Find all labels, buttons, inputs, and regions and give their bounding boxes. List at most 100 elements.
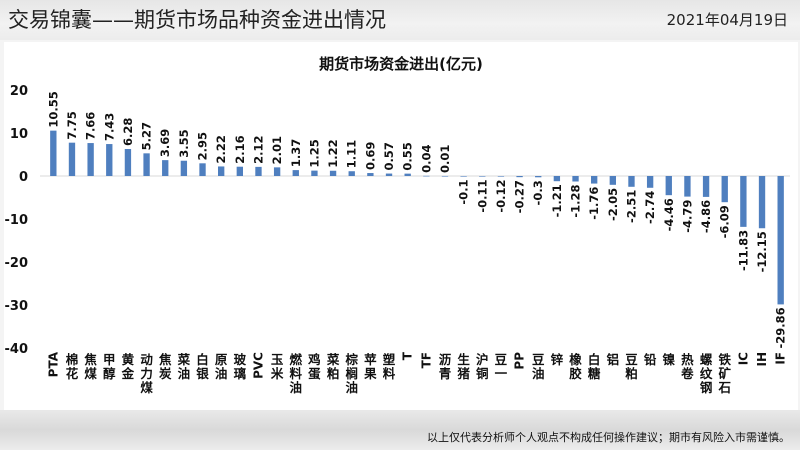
footer-banner: 以上仅代表分析师个人观点不构成任何操作建议；期市有风险入市需谨慎。 [0, 410, 800, 450]
category-char: 沪 [476, 352, 489, 367]
bar [367, 173, 374, 176]
category-char: 棕 [344, 352, 358, 367]
category-char: 镍 [663, 352, 676, 367]
category-label: 黄金 [121, 352, 135, 381]
bar [684, 176, 691, 197]
bar [162, 160, 169, 176]
category-char: 料 [290, 366, 303, 381]
value-label: -4.79 [680, 200, 694, 233]
category-label: 豆油 [532, 352, 545, 381]
category-char: 胶 [569, 366, 582, 381]
category-char: 热 [681, 352, 694, 367]
category-label: PVC [251, 352, 265, 379]
value-label: 3.69 [158, 129, 172, 157]
category-char: 石 [717, 380, 731, 395]
category-label: 沪铜 [476, 352, 489, 381]
category-char: 铝 [607, 352, 620, 367]
category-char: 原 [215, 352, 228, 367]
category-char: 螺 [700, 352, 713, 367]
category-char: 菜 [177, 352, 191, 367]
category-char: 料 [383, 366, 396, 381]
category-label: IC [736, 352, 750, 365]
value-label: -11.83 [736, 230, 750, 271]
bar [311, 170, 318, 176]
category-char: 白 [588, 352, 601, 367]
category-label: 白银 [196, 352, 209, 381]
bar [329, 170, 337, 176]
value-label: 0.04 [419, 144, 433, 172]
category-label: T [401, 351, 415, 360]
value-label: 10.55 [46, 91, 60, 127]
bar [404, 173, 411, 176]
value-label: -1.21 [550, 184, 564, 217]
category-char: 力 [140, 366, 153, 381]
category-char: 锌 [551, 352, 564, 367]
y-tick-label: -40 [5, 342, 29, 357]
y-tick-label: 10 [10, 127, 28, 142]
bar-chart: 期货市场资金进出(亿元) 20 10 0 -10 -20 -30 -40 10.55 7.75… [5, 55, 790, 395]
category-label: 鸡蛋 [307, 352, 321, 381]
y-tick-label: 20 [10, 84, 28, 99]
value-label: -0.3 [531, 180, 545, 205]
category-label: 棕榈油 [344, 352, 358, 395]
value-label: 2.95 [196, 132, 210, 160]
value-label: 5.27 [140, 122, 154, 150]
category-char: 煤 [140, 380, 153, 395]
category-char: 棉 [66, 352, 79, 367]
category-label: 玻璃 [234, 352, 247, 381]
value-label: -2.74 [643, 191, 657, 224]
chart-panel: 期货市场资金进出(亿元) 20 10 0 -10 -20 -30 -40 10.55 7.75… [4, 42, 798, 410]
bar [273, 167, 281, 176]
value-label: -1.76 [587, 187, 601, 220]
category-label: 动力煤 [140, 352, 153, 395]
category-char: 油 [290, 380, 303, 395]
bar [777, 176, 784, 305]
category-label: IH [755, 352, 769, 367]
category-label: 沥青 [439, 352, 452, 381]
value-label: 2.22 [214, 135, 228, 163]
category-char: 卷 [680, 366, 694, 381]
bar [628, 176, 635, 187]
category-label: TF [419, 352, 433, 368]
category-char: 动 [140, 352, 153, 367]
category-char: 燃 [290, 352, 303, 367]
chart-title: 期货市场资金进出(亿元) [319, 55, 483, 73]
bar [553, 176, 561, 182]
category-char: 豆 [625, 352, 638, 367]
bar [236, 166, 243, 176]
category-char: 甲 [103, 352, 116, 367]
category-char: 玻 [234, 352, 247, 367]
category-char: 银 [196, 366, 209, 381]
value-label: 2.16 [233, 135, 247, 163]
category-char: 铜 [476, 366, 489, 381]
category-char: 油 [532, 366, 545, 381]
value-label: 1.22 [326, 139, 340, 167]
value-label: -4.86 [699, 200, 713, 233]
value-label: 7.43 [102, 113, 116, 141]
value-label: -0.11 [475, 179, 489, 212]
category-char: 沥 [439, 352, 452, 367]
category-char: 果 [363, 366, 377, 381]
category-label: 苹果 [363, 352, 377, 381]
category-char: 豆 [532, 352, 545, 367]
category-label: 镍 [663, 352, 676, 367]
category-char: 菜 [326, 352, 340, 367]
value-label: 1.37 [289, 139, 303, 167]
bar [646, 176, 654, 188]
bar [665, 176, 672, 196]
category-label: 玉米 [270, 352, 284, 381]
category-char: 一 [495, 366, 508, 381]
category-char: 玉 [271, 352, 284, 367]
category-label: 铅 [643, 352, 657, 367]
category-char: 榈 [345, 366, 358, 381]
category-char: 猪 [456, 366, 470, 381]
category-char: 糖 [588, 366, 601, 381]
category-char: 钢 [700, 380, 713, 395]
category-char: 蛋 [308, 366, 321, 381]
bar [758, 176, 766, 229]
bar [124, 148, 132, 176]
category-label: 螺纹钢 [700, 352, 713, 395]
value-label: -0.12 [494, 180, 508, 213]
category-char: 焦 [158, 352, 172, 367]
bar [609, 176, 616, 185]
